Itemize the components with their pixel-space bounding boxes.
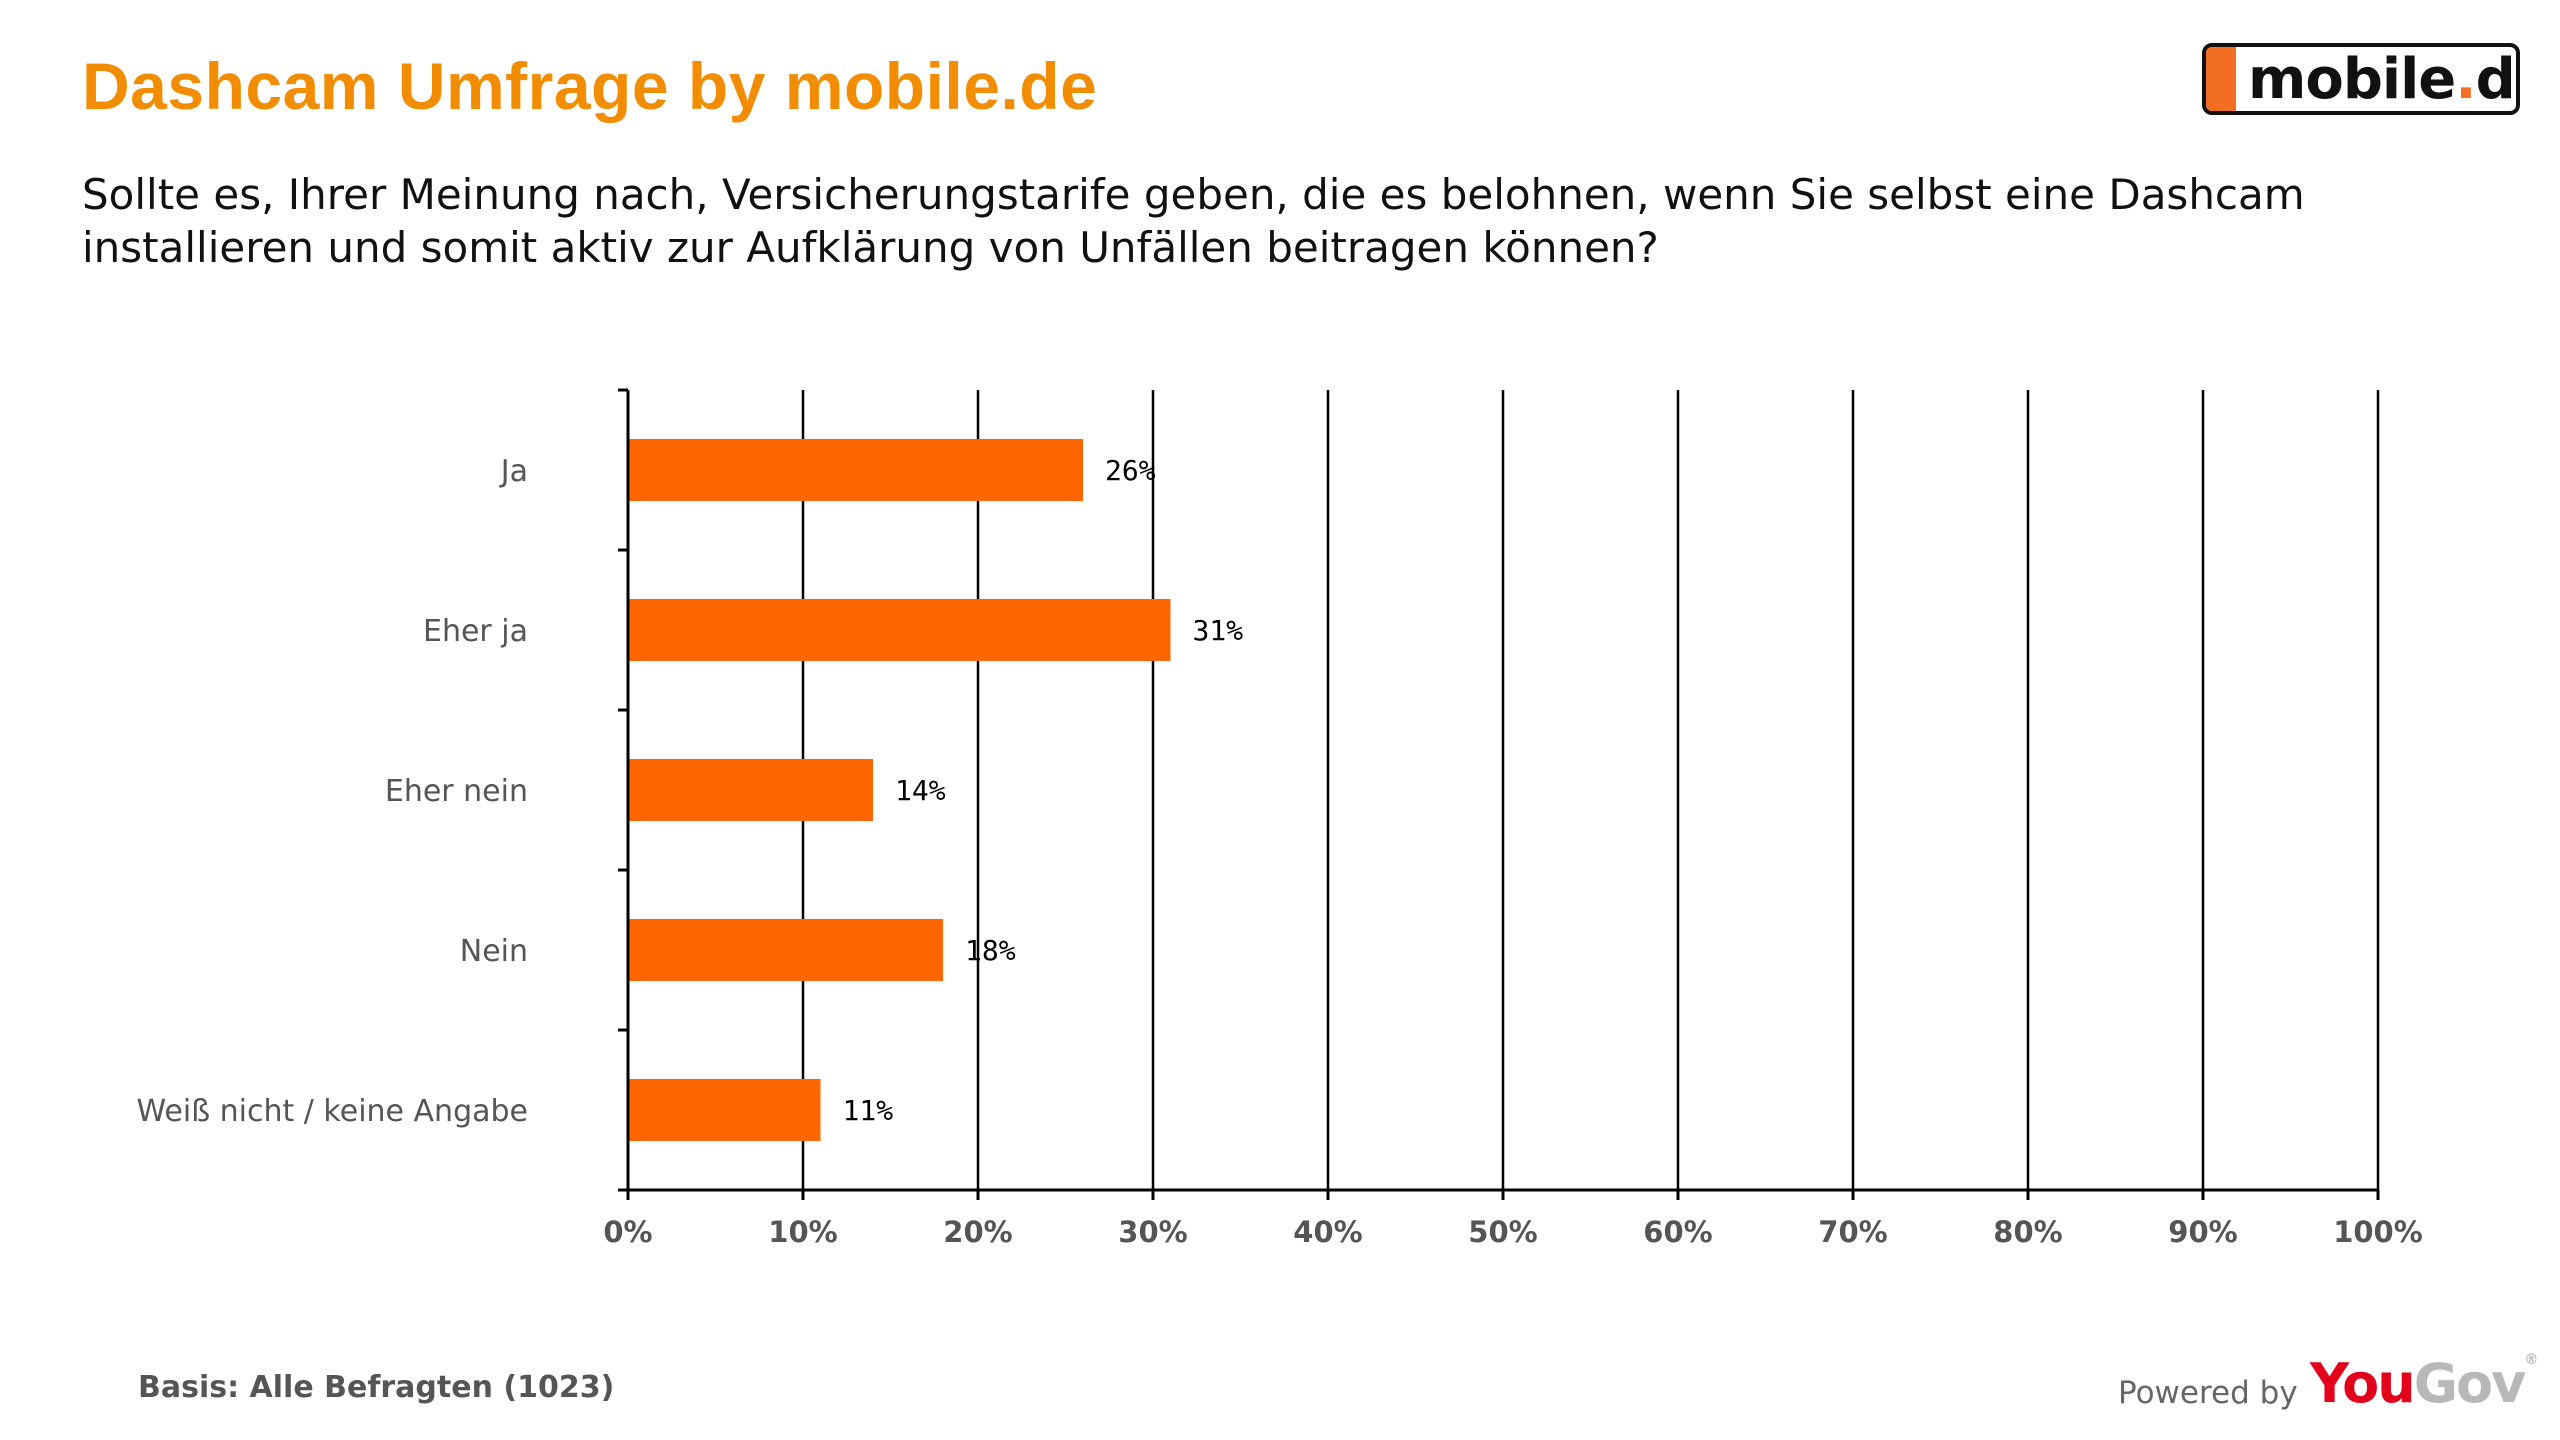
bar (628, 1079, 821, 1141)
category-label: Eher ja (423, 614, 528, 649)
category-label: Nein (460, 934, 528, 969)
sample-basis: Basis: Alle Befragten (1023) (138, 1370, 615, 1405)
data-label: 26% (1105, 454, 1156, 487)
x-tick-label: 30% (1118, 1215, 1187, 1249)
x-tick-label: 10% (768, 1215, 837, 1249)
data-label: 18% (965, 934, 1016, 967)
data-label: 11% (843, 1094, 894, 1127)
x-tick-label: 70% (1818, 1215, 1887, 1249)
powered-by-label: Powered by (2118, 1375, 2298, 1411)
survey-question: Sollte es, Ihrer Meinung nach, Versicher… (82, 170, 2305, 272)
bar (628, 599, 1171, 661)
yougov-gov: Gov (2413, 1352, 2527, 1415)
chart-title: Dashcam Umfrage by mobile.de (82, 49, 1098, 123)
yougov-you: You (2310, 1352, 2416, 1415)
yougov-logo: YouGov® (2310, 1352, 2538, 1415)
logo-name: mobile (2248, 47, 2456, 112)
x-tick-label: 0% (603, 1215, 652, 1249)
bar (628, 919, 943, 981)
mobile-de-logo: mobile.de (2202, 43, 2520, 115)
logo-dot: . (2455, 47, 2476, 112)
logo-wordmark: mobile.de (2248, 47, 2516, 112)
category-label: Weiß nicht / keine Angabe (137, 1094, 529, 1129)
x-tick-label: 80% (1993, 1215, 2062, 1249)
x-tick-label: 60% (1643, 1215, 1712, 1249)
category-label: Eher nein (385, 774, 528, 809)
x-tick-label: 50% (1468, 1215, 1537, 1249)
bar (628, 439, 1083, 501)
logo-tld: de (2475, 47, 2516, 112)
x-tick-label: 40% (1293, 1215, 1362, 1249)
data-label: 14% (895, 774, 946, 807)
category-label: Ja (499, 454, 528, 489)
x-tick-label: 90% (2168, 1215, 2237, 1249)
yougov-registered-mark: ® (2524, 1352, 2538, 1368)
logo-accent-bar (2206, 47, 2236, 111)
x-tick-label: 100% (2333, 1215, 2423, 1249)
data-label: 31% (1193, 614, 1244, 647)
bar (628, 759, 873, 821)
x-tick-label: 20% (943, 1215, 1012, 1249)
